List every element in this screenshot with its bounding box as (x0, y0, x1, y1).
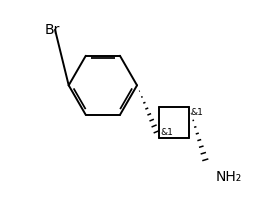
Text: NH₂: NH₂ (216, 170, 242, 184)
Text: Br: Br (45, 23, 60, 37)
Text: &1: &1 (190, 108, 203, 117)
Text: &1: &1 (160, 128, 173, 137)
